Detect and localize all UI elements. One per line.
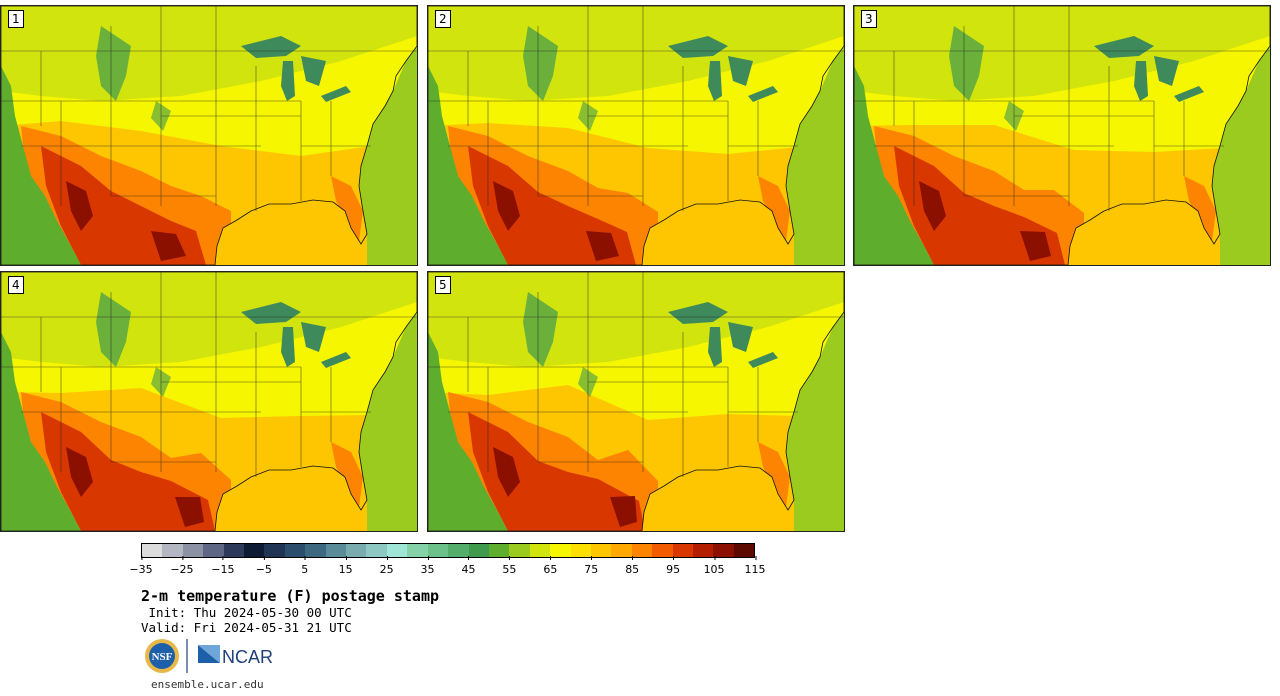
colorbar-tick: −15	[211, 556, 234, 576]
colorbar-segment	[733, 544, 755, 557]
colorbar-tick: 95	[666, 556, 680, 576]
init-time: Init: Thu 2024-05-30 00 UTC	[141, 605, 352, 620]
ensemble-member-panel-4: 4	[0, 271, 418, 532]
colorbar-segment	[223, 544, 245, 557]
colorbar-segment	[366, 544, 387, 557]
colorbar-segment	[284, 544, 306, 557]
ensemble-member-panel-5: 5	[427, 271, 845, 532]
colorbar-segment	[142, 544, 163, 557]
panel-number-label: 2	[435, 10, 451, 28]
colorbar-tick: 105	[704, 556, 725, 576]
colorbar-tick: −35	[129, 556, 153, 576]
colorbar-segment	[386, 544, 408, 557]
colorbar-segment	[488, 544, 510, 557]
ncar-logo: NCAR	[198, 645, 273, 667]
colorbar-segment	[631, 544, 653, 557]
colorbar-segment	[407, 544, 428, 557]
colorbar-segment	[509, 544, 530, 557]
colorbar-tick: 75	[584, 556, 598, 576]
ensemble-member-panel-3: 3	[853, 5, 1271, 266]
colorbar-segment	[162, 544, 183, 557]
panel-number-label: 3	[861, 10, 877, 28]
temperature-map	[1, 272, 417, 531]
colorbar-segment	[529, 544, 551, 557]
nsf-logo-text: NSF	[152, 651, 173, 663]
ensemble-member-panel-2: 2	[427, 5, 845, 266]
colorbar-segment	[244, 544, 265, 557]
colorbar-segment	[570, 544, 591, 557]
nsf-logo: NSF	[145, 639, 179, 673]
colorbar-tick: 15	[339, 556, 353, 576]
colorbar-segment	[550, 544, 571, 557]
panel-number-label: 1	[8, 10, 24, 28]
colorbar-tick: 85	[625, 556, 639, 576]
colorbar-segment	[264, 544, 285, 557]
ncar-logo-text: NCAR	[222, 647, 273, 667]
temperature-map	[428, 6, 844, 265]
colorbar-tick-labels: −35 −25 −15 −5 5 15 25 35 45 55 65 75 85 95 105 115	[129, 556, 766, 578]
colorbar-segment	[448, 544, 469, 557]
colorbar-tick: −25	[170, 556, 194, 576]
valid-time: Valid: Fri 2024-05-31 21 UTC	[141, 620, 352, 635]
colorbar-tick: 55	[502, 556, 516, 576]
colorbar-tick: 5	[301, 556, 308, 576]
colorbar-tick: −5	[256, 556, 272, 576]
temperature-map	[854, 6, 1270, 265]
colorbar-tick: 35	[421, 556, 435, 576]
colorbar-segment	[611, 544, 632, 557]
temperature-colorbar	[141, 543, 755, 558]
colorbar-tick: 65	[543, 556, 557, 576]
colorbar-segment	[692, 544, 714, 557]
colorbar-tick: 45	[461, 556, 475, 576]
colorbar-segment	[713, 544, 734, 557]
colorbar-segment	[203, 544, 224, 557]
temperature-map	[428, 272, 844, 531]
temperature-map	[1, 6, 417, 265]
colorbar-segment	[672, 544, 693, 557]
colorbar-segment	[325, 544, 347, 557]
sponsor-logos: NSF NCAR	[145, 639, 273, 673]
colorbar-segment	[305, 544, 326, 557]
colorbar-segment	[468, 544, 489, 557]
panel-number-label: 4	[8, 276, 24, 294]
website-url: ensemble.ucar.edu	[151, 678, 264, 691]
colorbar-segment	[427, 544, 449, 557]
colorbar-tick: 25	[380, 556, 394, 576]
colorbar-tick: 115	[745, 556, 766, 576]
ensemble-member-panel-1: 1	[0, 5, 418, 266]
panel-number-label: 5	[435, 276, 451, 294]
product-title: 2-m temperature (F) postage stamp	[141, 587, 440, 605]
colorbar-segment	[346, 544, 367, 557]
colorbar-segment	[182, 544, 204, 557]
colorbar-segment	[652, 544, 673, 557]
colorbar-segment	[590, 544, 612, 557]
